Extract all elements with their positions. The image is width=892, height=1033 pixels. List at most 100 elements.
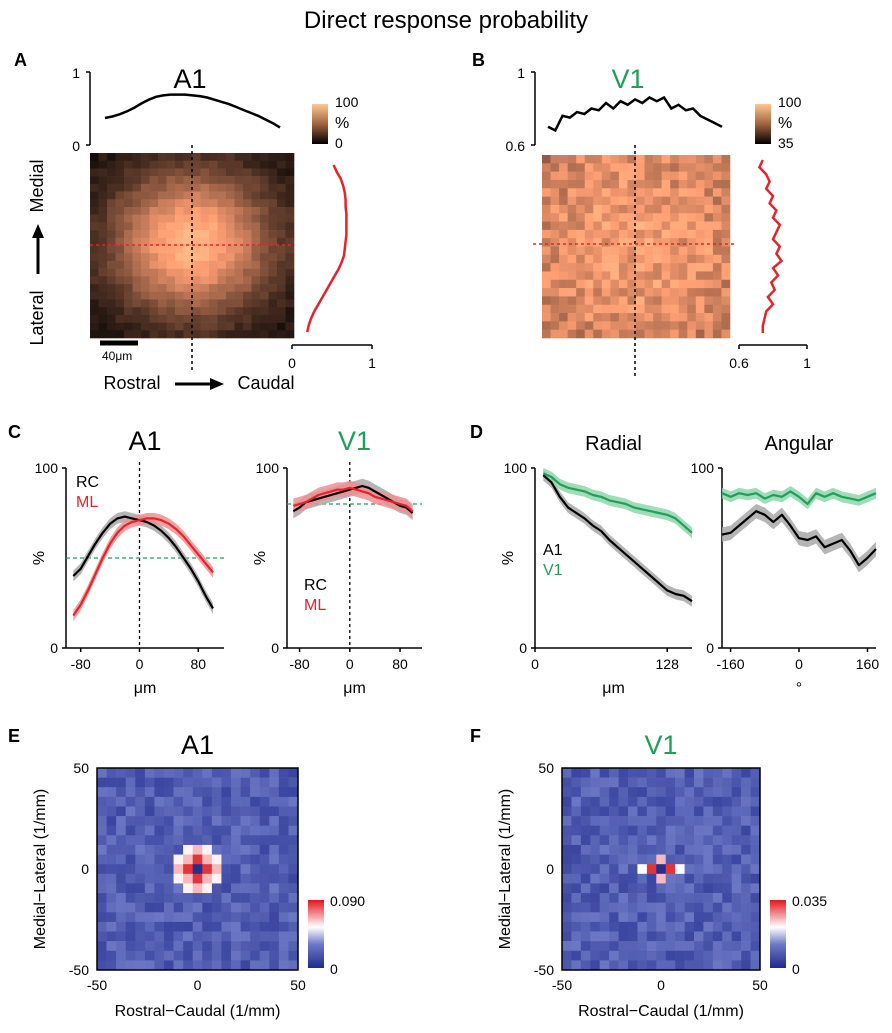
heatmap-cell <box>675 768 685 778</box>
heatmap-cell <box>226 245 235 254</box>
heatmap-cell <box>269 873 280 884</box>
heatmap-cell <box>618 854 629 865</box>
heatmap-cell <box>97 912 107 923</box>
heatmap-cell <box>97 931 107 942</box>
heatmap-cell <box>277 253 286 262</box>
heatmap-cell <box>269 883 280 894</box>
heatmap-cell <box>656 893 667 903</box>
heatmap-cell <box>694 825 704 836</box>
heatmap-cell <box>288 941 299 952</box>
heatmap-cell <box>567 279 577 289</box>
heatmap-cell <box>125 912 136 923</box>
heatmap-cell <box>288 825 299 836</box>
heatmap-cell <box>695 204 705 214</box>
heatmap-cell <box>567 179 577 189</box>
heatmap-cell <box>166 245 176 254</box>
heatmap-cell <box>115 206 125 215</box>
heatmap-cell <box>721 304 731 314</box>
heatmap-cell <box>576 321 586 330</box>
heatmap-cell <box>234 199 244 208</box>
heatmap-cell <box>684 768 695 778</box>
heatmap-cell <box>183 854 194 865</box>
heatmap-cell <box>665 844 676 855</box>
heatmap-cell <box>243 322 252 331</box>
heatmap-cell <box>192 912 203 923</box>
heatmap-cell <box>278 787 289 798</box>
heatmap-cell <box>175 268 184 277</box>
heatmap-cell <box>164 777 174 788</box>
heatmap-cell <box>97 873 107 884</box>
heatmap-cell <box>135 854 146 865</box>
y-tick-label: 100 <box>256 460 280 476</box>
heatmap-cell <box>670 188 680 197</box>
heatmap-cell <box>559 204 568 214</box>
heatmap-cell <box>285 183 295 192</box>
heatmap-cell <box>576 279 586 289</box>
heatmap-cell <box>590 777 601 788</box>
heatmap-cell <box>217 314 227 323</box>
heatmap-cell <box>542 179 551 189</box>
heatmap-cell <box>166 153 176 162</box>
heatmap-cell <box>731 864 742 875</box>
heatmap-cell <box>132 307 142 316</box>
heatmap-cell <box>590 844 601 855</box>
heatmap-cell <box>562 950 572 961</box>
heatmap-cell <box>722 883 733 894</box>
heatmap-cell <box>618 864 629 875</box>
heatmap-cell <box>703 931 714 942</box>
heatmap-cell <box>124 307 133 316</box>
plot-title: V1 <box>644 730 677 760</box>
heatmap-cell <box>211 768 222 778</box>
legend-entry: RC <box>304 577 327 594</box>
heatmap-cell <box>722 835 733 846</box>
y-tick-label: 100 <box>691 460 715 476</box>
heatmap-cell <box>259 777 270 788</box>
heatmap-cell <box>571 902 582 913</box>
heatmap-cell <box>571 854 582 865</box>
heatmap-cell <box>722 796 733 807</box>
heatmap-cell <box>192 176 201 185</box>
heatmap-cell <box>97 893 107 903</box>
heatmap-cell <box>173 960 184 971</box>
heatmap-cell <box>285 276 295 285</box>
x-axis-label: ° <box>796 680 802 697</box>
heatmap-cell <box>154 912 165 923</box>
heatmap-cell <box>106 950 117 961</box>
heatmap-cell <box>580 796 591 807</box>
heatmap-cell <box>721 329 731 339</box>
heatmap-cell <box>559 179 568 189</box>
heatmap-cell <box>144 835 155 846</box>
heatmap-cell <box>106 787 117 798</box>
heatmap-cell <box>175 153 184 162</box>
heatmap-cell <box>704 271 714 281</box>
heatmap-cell <box>132 284 142 293</box>
heatmap-cell <box>250 844 261 855</box>
heatmap-cell <box>166 191 176 200</box>
heatmap-cell <box>637 902 648 913</box>
caudal-arrow-head <box>210 378 224 390</box>
heatmap-cell <box>175 322 184 331</box>
heatmap-cell <box>141 314 150 323</box>
heatmap-cell <box>584 163 594 172</box>
heatmap-cell <box>240 835 251 846</box>
heatmap-cell <box>601 329 611 339</box>
heatmap-cell <box>609 921 619 932</box>
heatmap-cell <box>704 321 714 330</box>
heatmap-cell <box>665 787 676 798</box>
heatmap-cell <box>609 787 619 798</box>
heatmap-cell <box>209 176 218 185</box>
heatmap-cell <box>107 260 116 269</box>
heatmap-cell <box>200 214 210 223</box>
heatmap-cell <box>731 825 742 836</box>
heatmap-cell <box>599 844 610 855</box>
heatmap-cell <box>661 254 671 264</box>
heatmap-cell <box>687 296 697 306</box>
heatmap-cell <box>260 260 269 269</box>
heatmap-cell <box>217 307 227 316</box>
heatmap-cell <box>260 176 269 185</box>
x-tick-label: 80 <box>190 656 206 672</box>
heatmap-cell <box>278 864 289 875</box>
heatmap-cell <box>618 213 628 222</box>
heatmap-cell <box>141 237 150 246</box>
heatmap-cell <box>106 854 117 865</box>
